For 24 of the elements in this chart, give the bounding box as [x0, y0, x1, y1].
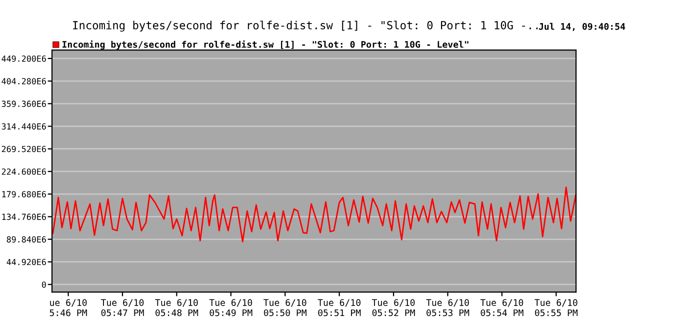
y-tick-label: 224.600E6	[2, 168, 46, 175]
y-tick-label: 359.360E6	[2, 100, 46, 107]
y-tick-label: 404.280E6	[2, 78, 46, 84]
legend-label: Incoming bytes/second for rolfe-dist.sw [1] - "Slot: 0 Port: 1 10G - Level"	[62, 40, 468, 50]
x-tick-label: Tue 6/10 05:54 PM	[480, 299, 524, 316]
x-tick-label: Tue 6/10 05:51 PM	[318, 299, 361, 316]
x-tick-label: Tue 6/10 05:47 PM	[100, 299, 144, 316]
y-tick-label: 179.680E6	[2, 191, 46, 198]
x-tick-label: Tue 6/10 05:52 PM	[372, 299, 415, 316]
chart-subtitle: Jul 14, 09:40:54	[538, 22, 626, 32]
y-tick-label: 89.840E6	[6, 236, 46, 243]
y-tick-label: 44.920E6	[6, 258, 46, 266]
x-tick-label: Tue 6/10 05:48 PM	[155, 299, 198, 316]
chart-title: Incoming bytes/second for rolfe-dist.sw [1] - "Slot: 0 Port: 1 10G -..	[73, 20, 538, 32]
x-tick-label: Tue 6/10 05:55 PM	[534, 299, 578, 316]
y-tick-label: 449.200E6	[2, 55, 46, 62]
x-tick-label: Tue 6/10 05:50 PM	[264, 299, 306, 316]
x-tick-label: Tue 6/10 05:49 PM	[209, 299, 252, 316]
x-tick-label: ue 6/10 5:46 PM	[50, 299, 87, 316]
y-tick-label: 269.520E6	[2, 146, 46, 152]
y-tick-label: 0	[42, 281, 46, 288]
y-tick-label: 314.440E6	[2, 123, 46, 130]
y-tick-label: 134.760E6	[2, 214, 46, 220]
x-tick-label: Tue 6/10 05:53 PM	[426, 299, 470, 316]
